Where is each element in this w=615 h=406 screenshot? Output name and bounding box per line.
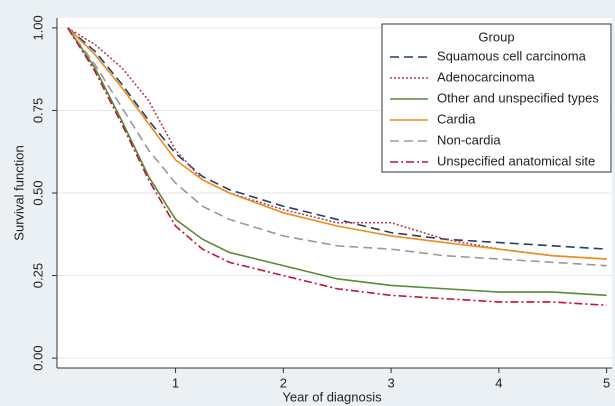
x-tick-label: 3	[387, 375, 394, 390]
survival-line	[67, 27, 607, 250]
legend-title: Group	[478, 29, 514, 44]
survival-line	[67, 27, 607, 307]
x-tick-label: 5	[603, 375, 610, 390]
x-tick-label: 1	[172, 375, 179, 390]
legend-box	[381, 23, 612, 173]
legend-label: Cardia	[437, 111, 476, 126]
legend-label: Squamous cell carcinoma	[437, 48, 587, 63]
survival-line	[67, 27, 607, 297]
x-tick-label: 4	[495, 375, 502, 390]
y-tick-label: 0.50	[30, 180, 45, 205]
y-tick-label: 1.00	[30, 15, 45, 40]
legend-label: Unspecified anatomical site	[437, 153, 595, 168]
survival-line	[67, 27, 607, 267]
legend-label: Non-cardia	[437, 132, 501, 147]
y-axis-label: Survival function	[11, 145, 26, 240]
legend-label: Adenocarcinoma	[437, 69, 535, 84]
y-tick-label: 0.00	[30, 345, 45, 370]
x-axis-label: Year of diagnosis	[282, 389, 382, 404]
x-tick-label: 2	[280, 375, 287, 390]
y-tick-label: 0.25	[30, 263, 45, 288]
legend-label: Other and unspecified types	[437, 90, 599, 105]
survival-line	[67, 27, 607, 260]
survival-line	[67, 27, 607, 260]
y-tick-label: 0.75	[30, 98, 45, 123]
